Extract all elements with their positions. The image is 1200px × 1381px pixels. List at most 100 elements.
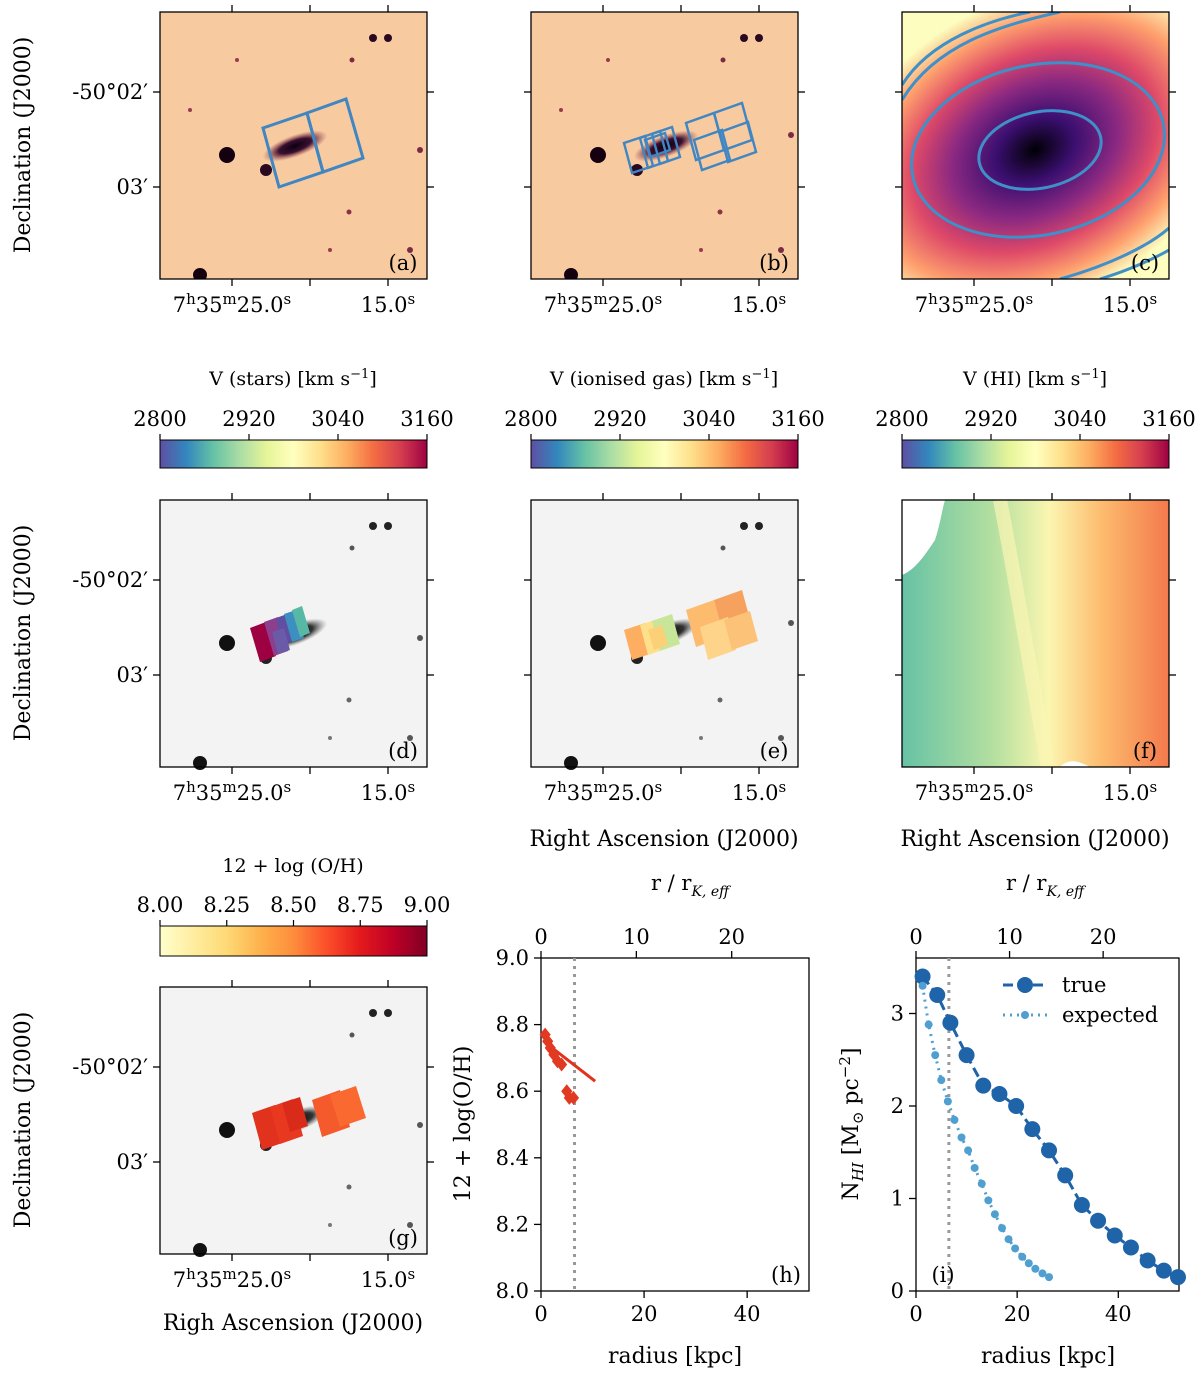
row2-ylabel: Declination (J2000) [11, 525, 36, 742]
plot-h-xlabel: radius [kpc] [608, 1344, 742, 1369]
plot-i-top-xlabel: r / rK, eff [1006, 871, 1086, 900]
plot-h-ylabel: 12 + log(O/H) [451, 1046, 476, 1203]
legend-true-label: true [1062, 973, 1106, 997]
colorbar-gas-bar [530, 439, 799, 469]
panel-letter-a: (a) [389, 251, 418, 275]
dec-tick-label: -50°02′ [72, 568, 148, 592]
colorbar-ionised-gas: V (ionised gas) [km s−1] 2800 2920 3040 316… [504, 367, 825, 469]
legend-expected-label: expected [1062, 1003, 1158, 1027]
plot-i-xlabel: radius [kpc] [981, 1344, 1115, 1369]
ra-tick-label: 7h35m25.0s [173, 778, 291, 805]
plot-h-top-xtick-label: 10 [623, 925, 650, 949]
colorbar-tick-label: 3160 [771, 407, 824, 431]
plot-i-top-xtick-label: 10 [996, 925, 1023, 949]
plot-h-xtick-label: 20 [631, 1302, 658, 1326]
plot-h-ytick-label: 8.8 [496, 1013, 529, 1037]
colorbar-tick-label: 2800 [504, 407, 557, 431]
colorbar-tick-label: 2920 [222, 407, 275, 431]
dec-tick-label: -50°02′ [72, 80, 148, 104]
plot-i-frame [915, 957, 1180, 1292]
plot-i-top-xtick-label: 20 [1090, 925, 1117, 949]
plot-i-point-true [1041, 1142, 1058, 1159]
panel-d-spaxels [250, 606, 310, 662]
plot-h-ytick-label: 8.4 [496, 1146, 529, 1170]
plot-i-point-true [958, 1047, 975, 1064]
plot-h: 0 20 40 0 10 20 8.0 8.2 8.4 8.6 8.8 9.0 r / rK, eff… [451, 871, 810, 1369]
colorbar-stars: V (stars) [km s−1] 2800 2920 3040 3160 [133, 367, 454, 469]
panel-g [159, 986, 428, 1257]
panel-f-velocity-field [902, 500, 1169, 767]
ra-tick-label: 15.0s [361, 1265, 415, 1292]
dec-tick-label: 03′ [117, 175, 149, 199]
legend-expected-marker [1021, 1011, 1029, 1019]
plot-i-point-expected [984, 1196, 993, 1205]
dec-tick-label: 03′ [117, 1150, 149, 1174]
plot-i-point-expected [1011, 1244, 1020, 1253]
colorbar-tick-label: 3160 [400, 407, 453, 431]
plot-h-frame [540, 957, 810, 1292]
colorbar-tick-label: 8.25 [203, 893, 250, 917]
colorbar-tick-label: 3040 [682, 407, 735, 431]
plot-i-point-true [1073, 1196, 1090, 1213]
panel-c [901, 11, 1170, 280]
plot-i-point-expected [964, 1146, 973, 1155]
plot-i-point-true [1090, 1212, 1107, 1229]
panel-c-image [902, 12, 1169, 279]
plot-i-legend: true expected [1003, 973, 1158, 1027]
panel-a-apertures [261, 97, 365, 189]
panel-c-contours [902, 12, 1169, 279]
plot-i-point-true [1169, 1269, 1186, 1286]
panel-b [530, 11, 799, 280]
plot-i-point-true [942, 1014, 959, 1031]
panel-b-apertures [622, 101, 758, 175]
panel-letter-g: (g) [388, 1226, 418, 1250]
dec-tick-label: 03′ [117, 663, 149, 687]
ra-tick-label: 15.0s [361, 290, 415, 317]
plot-i-ylabel: NHI [M⊙ pc−2] [836, 1047, 867, 1200]
plot-i-point-expected [1024, 1259, 1033, 1268]
plot-h-xtick-label: 0 [534, 1302, 547, 1326]
colorbar-tick-label: 3040 [311, 407, 364, 431]
plot-h-ytick-label: 9.0 [496, 946, 529, 970]
colorbar-tick-label: 3160 [1142, 407, 1195, 431]
plot-i-point-true [1139, 1252, 1156, 1269]
plot-i-point-expected [918, 981, 927, 990]
plot-i-xtick-label: 40 [1105, 1302, 1132, 1326]
plot-i-point-expected [1031, 1264, 1040, 1273]
colorbar-stars-bar [159, 439, 428, 469]
colorbar-metallicity: 12 + log (O/H) 8.00 8.25 8.50 8.75 9.00 [137, 855, 451, 957]
panel-e-spaxels [624, 590, 758, 660]
plot-i-xtick-label: 20 [1004, 1302, 1031, 1326]
plot-i-point-expected [1004, 1235, 1013, 1244]
plot-i-point-expected [950, 1115, 959, 1124]
plot-h-xtick-label: 40 [734, 1302, 761, 1326]
plot-i-point-expected [957, 1133, 966, 1142]
colorbar-tick-label: 2800 [133, 407, 186, 431]
colorbar-tick-label: 3040 [1053, 407, 1106, 431]
plot-h-point [539, 1027, 551, 1042]
panel-g-spaxels [252, 1086, 366, 1150]
colorbar-tick-label: 8.50 [270, 893, 317, 917]
ra-tick-label: 7h35m25.0s [915, 778, 1033, 805]
plot-i-point-expected [924, 1020, 933, 1029]
colorbar-metallicity-bar [159, 925, 428, 957]
colorbar-tick-label: 9.00 [404, 893, 451, 917]
plot-i-xtick-label: 0 [909, 1302, 922, 1326]
colorbar-tick-label: 8.75 [337, 893, 384, 917]
plot-i-point-true [975, 1077, 992, 1094]
ra-tick-label: 7h35m25.0s [915, 290, 1033, 317]
row1-ylabel: Declination (J2000) [11, 37, 36, 254]
plot-i-point-expected [1018, 1252, 1027, 1261]
panel-f-xlabel: Right Ascension (J2000) [900, 827, 1169, 852]
panel-letters: (a) (b) (c) (d) (e) (f) (g) (h) (i) [388, 251, 1159, 1287]
ra-tick-label: 15.0s [732, 290, 786, 317]
plot-i-point-expected [970, 1163, 979, 1172]
dec-tick-label: -50°02′ [72, 1055, 148, 1079]
ra-tick-label: 15.0s [732, 778, 786, 805]
plot-h-top-xtick-label: 0 [534, 925, 547, 949]
panel-letter-i: (i) [931, 1263, 954, 1287]
plot-h-top-xtick-label: 20 [718, 925, 745, 949]
plot-i-ytick-label: 2 [891, 1094, 904, 1118]
